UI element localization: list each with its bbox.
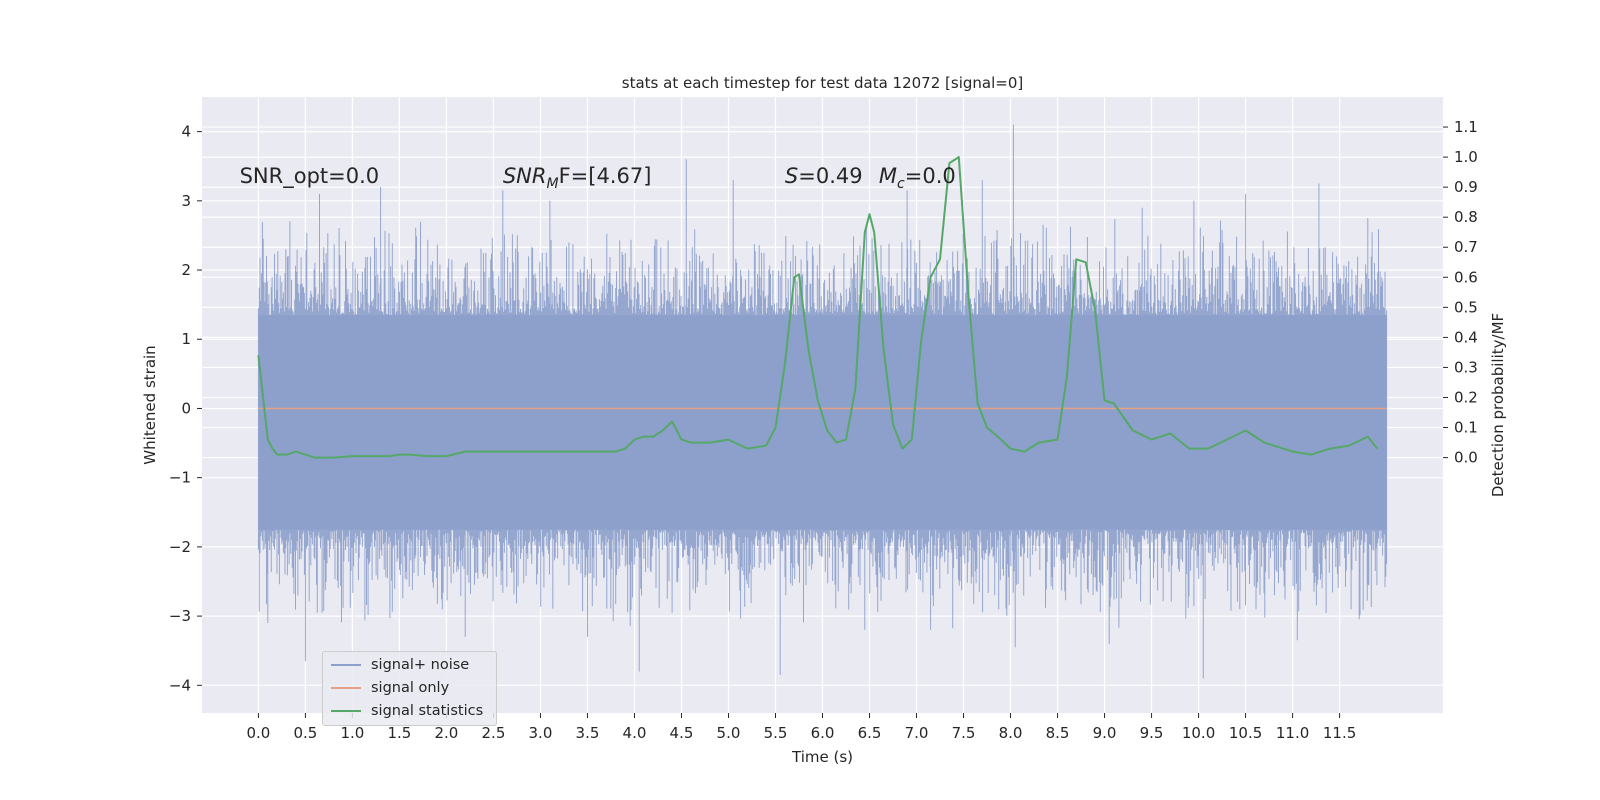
legend-label-signal-statistics: signal statistics — [371, 703, 484, 719]
legend-swatch-signal-statistics — [331, 710, 361, 712]
legend-item-signal-statistics: signal statistics — [323, 700, 496, 722]
y-tick-label-right: 1.0 — [1454, 148, 1478, 166]
y-tick-label-left: 1 — [181, 330, 191, 348]
x-tick-label: 9.5 — [1140, 724, 1164, 742]
y-tick-label-left: 2 — [181, 261, 191, 279]
x-tick-label: 10.0 — [1182, 724, 1215, 742]
legend-item-signal-noise: signal+ noise — [323, 654, 496, 676]
y-tick-label-right: 0.6 — [1454, 268, 1478, 286]
y-tick-label-left: 3 — [181, 192, 191, 210]
series-signal-noise — [257, 124, 1388, 679]
legend-swatch-signal-noise — [331, 664, 361, 666]
series-signal-statistics — [257, 156, 1378, 459]
x-tick-label: 2.0 — [435, 724, 459, 742]
y-tick-label-left: 4 — [181, 123, 191, 141]
legend: signal+ noise signal only signal statist… — [322, 651, 497, 726]
x-tick-label: 11.0 — [1276, 724, 1309, 742]
y-tick-label-left: −4 — [169, 676, 191, 694]
annotation-mc-main: M — [879, 164, 897, 188]
x-tick-label: 2.5 — [482, 724, 506, 742]
x-tick-label: 6.0 — [811, 724, 835, 742]
x-tick-label: 5.5 — [764, 724, 788, 742]
x-axis-label: Time (s) — [791, 748, 853, 766]
noise-spikes — [257, 124, 1388, 679]
chart-title: stats at each timestep for test data 120… — [622, 74, 1023, 92]
y-tick-label-left: −3 — [169, 607, 191, 625]
legend-swatch-signal-only — [331, 687, 361, 689]
y-tick-label-right: 0.3 — [1454, 358, 1478, 376]
annotation-mc: Mc=0.0 — [879, 164, 956, 192]
annotation-snr-mf-subscript: M — [546, 176, 558, 192]
annotation-stat-s: S=0.49 — [785, 164, 863, 188]
y-axis-label-right: Detection probability/MF — [1489, 313, 1507, 497]
y-tick-label-right: 0.2 — [1454, 388, 1478, 406]
y-axis-label-left: Whitened strain — [141, 345, 159, 464]
x-tick-label: 5.0 — [717, 724, 741, 742]
annotation-snr-mf-main: SNR — [503, 164, 547, 188]
annotation-snr-opt-main: SNR_opt=0.0 — [240, 164, 380, 189]
x-tick-label: 4.0 — [623, 724, 647, 742]
y-tick-label-right: 0.4 — [1454, 328, 1478, 346]
x-tick-label: 7.0 — [905, 724, 929, 742]
y-tick-label-left: 0 — [181, 399, 191, 417]
y-tick-label-right: 0.0 — [1454, 449, 1478, 467]
y-tick-label-right: 1.1 — [1454, 118, 1478, 136]
annotation-snr-mf-value: F=[4.67] — [559, 164, 652, 188]
y-tick-label-right: 0.7 — [1454, 238, 1478, 256]
x-tick-label: 8.0 — [999, 724, 1023, 742]
x-tick-label: 9.0 — [1093, 724, 1117, 742]
y-tick-label-left: −2 — [169, 538, 191, 556]
annotation-mc-subscript: c — [897, 176, 905, 192]
x-tick-label: 11.5 — [1323, 724, 1356, 742]
annotation-stat-s-value: =0.49 — [798, 164, 862, 188]
annotation-snr-mf: SNRMF=[4.67] — [503, 164, 652, 192]
legend-label-signal-only: signal only — [371, 680, 450, 696]
annotation-mc-value: =0.0 — [905, 164, 956, 188]
x-tick-label: 10.5 — [1229, 724, 1262, 742]
x-tick-label: 3.0 — [529, 724, 553, 742]
y-tick-label-right: 0.1 — [1454, 419, 1478, 437]
x-tick-label: 6.5 — [858, 724, 882, 742]
legend-label-signal-noise: signal+ noise — [371, 657, 470, 673]
x-tick-label: 4.5 — [670, 724, 694, 742]
annotation-snr-opt: SNR_opt=0.0 — [240, 164, 380, 189]
x-tick-label: 1.5 — [388, 724, 412, 742]
x-tick-label: 8.5 — [1046, 724, 1070, 742]
x-tick-label: 3.5 — [576, 724, 600, 742]
legend-item-signal-only: signal only — [323, 677, 496, 699]
y-tick-label-left: −1 — [169, 469, 191, 487]
y-tick-label-right: 0.8 — [1454, 208, 1478, 226]
y-tick-label-right: 0.5 — [1454, 298, 1478, 316]
x-tick-label: 0.0 — [246, 724, 270, 742]
x-tick-label: 1.0 — [340, 724, 364, 742]
y-tick-label-right: 0.9 — [1454, 178, 1478, 196]
x-tick-label: 0.5 — [293, 724, 317, 742]
annotation-stat-s-main: S — [785, 164, 798, 188]
x-tick-label: 7.5 — [952, 724, 976, 742]
